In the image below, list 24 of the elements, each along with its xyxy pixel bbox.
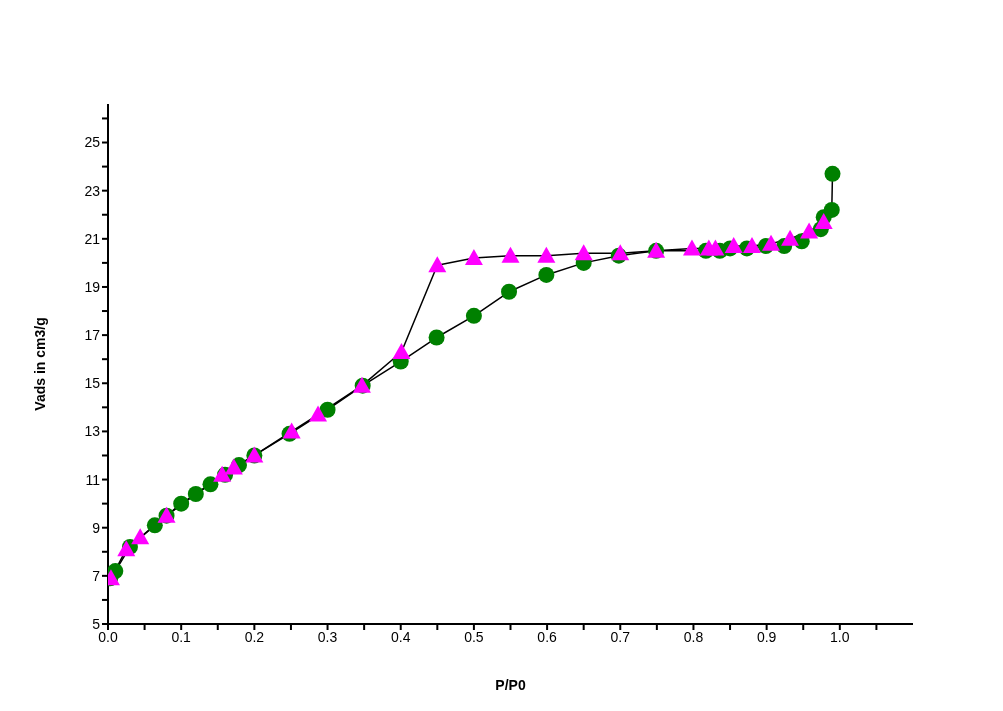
x-tick-label: 0.1: [171, 628, 192, 645]
y-tick-label: 19: [84, 278, 101, 295]
x-tick-label: 0.2: [244, 628, 265, 645]
x-tick-label: 0.7: [610, 628, 631, 645]
y-axis-title: Vads in cm3/g: [31, 317, 48, 411]
y-tick-label: 17: [84, 327, 101, 344]
x-axis-title: P/P0: [495, 677, 526, 693]
x-tick-label: 0.4: [390, 628, 411, 645]
y-tick-label: 5: [92, 615, 101, 632]
y-tick-label: 15: [84, 375, 101, 392]
x-tick-label: 0.0: [98, 628, 118, 645]
x-tick-label: 1.0: [830, 628, 850, 645]
x-tick-label: 0.6: [537, 628, 558, 645]
x-tick-label: 0.3: [317, 628, 338, 645]
y-tick-label: 11: [85, 471, 101, 488]
x-tick-label: 0.9: [756, 628, 777, 645]
y-tick-label: 9: [92, 519, 101, 536]
y-tick-label: 25: [84, 134, 101, 151]
y-tick-label: 13: [84, 423, 101, 440]
x-tick-label: 0.5: [464, 628, 484, 645]
y-tick-label: 23: [84, 182, 101, 199]
y-tick-label: 7: [92, 567, 101, 584]
y-tick-label: 21: [84, 230, 101, 247]
x-tick-label: 0.8: [683, 628, 704, 645]
